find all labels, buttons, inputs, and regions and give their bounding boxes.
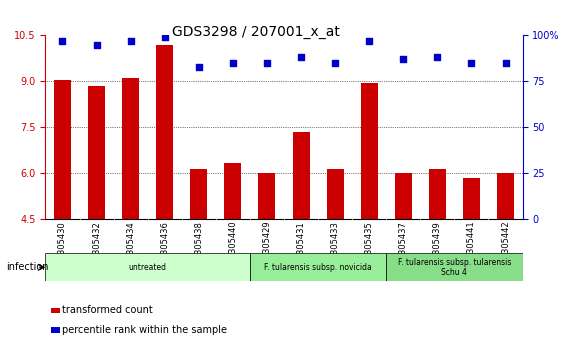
Text: percentile rank within the sample: percentile rank within the sample	[62, 325, 227, 335]
Bar	[122, 78, 139, 219]
Bar	[429, 169, 446, 219]
Text: F. tularensis subsp. novicida: F. tularensis subsp. novicida	[264, 263, 372, 272]
Point	[467, 60, 476, 66]
Point	[501, 60, 510, 66]
Text: transformed count: transformed count	[62, 306, 153, 315]
Point	[262, 60, 272, 66]
Point	[92, 42, 101, 47]
Bar	[361, 83, 378, 219]
Point	[296, 55, 306, 60]
FancyBboxPatch shape	[45, 253, 250, 281]
Bar	[395, 173, 412, 219]
Text: F. tularensis subsp. tularensis
Schu 4: F. tularensis subsp. tularensis Schu 4	[398, 258, 511, 277]
Bar	[88, 86, 105, 219]
Bar	[327, 169, 344, 219]
Bar	[190, 169, 207, 219]
Point	[194, 64, 203, 69]
FancyBboxPatch shape	[386, 253, 523, 281]
Text: untreated: untreated	[129, 263, 166, 272]
Bar	[463, 178, 480, 219]
Bar	[293, 132, 310, 219]
Bar	[258, 173, 275, 219]
Point	[126, 38, 135, 44]
Text: GDS3298 / 207001_x_at: GDS3298 / 207001_x_at	[172, 25, 340, 39]
Text: infection: infection	[6, 262, 48, 272]
Point	[399, 57, 408, 62]
Point	[365, 38, 374, 44]
Bar	[156, 45, 173, 219]
Bar	[497, 173, 514, 219]
Bar	[224, 163, 241, 219]
Bar	[54, 80, 71, 219]
Point	[331, 60, 340, 66]
Point	[58, 38, 67, 44]
Point	[160, 34, 169, 40]
Point	[433, 55, 442, 60]
FancyBboxPatch shape	[250, 253, 386, 281]
Point	[228, 60, 237, 66]
